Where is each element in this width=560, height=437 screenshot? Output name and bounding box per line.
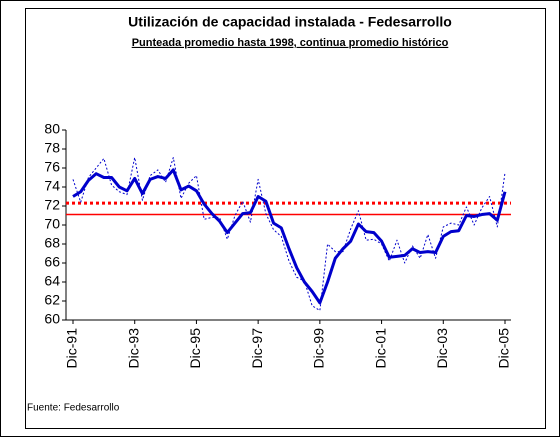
y-tick-label: 78 bbox=[44, 140, 60, 156]
y-tick-label: 68 bbox=[44, 235, 60, 251]
chart-frame bbox=[25, 8, 546, 429]
chart-title: Utilización de capacidad instalada - Fed… bbox=[128, 14, 452, 30]
chart-subtitle: Punteada promedio hasta 1998, continua p… bbox=[132, 37, 449, 49]
x-tick-label: Dic-01 bbox=[372, 328, 388, 369]
y-tick-label: 74 bbox=[44, 178, 60, 194]
x-tick-label: Dic-91 bbox=[64, 328, 80, 369]
x-tick-label: Dic-95 bbox=[187, 328, 203, 369]
y-tick-label: 60 bbox=[44, 311, 60, 327]
x-tick-label: Dic-93 bbox=[125, 328, 141, 369]
x-tick-label: Dic-99 bbox=[311, 328, 327, 369]
y-tick-label: 66 bbox=[44, 254, 60, 270]
source-note: Fuente: Fedesarrollo bbox=[27, 403, 120, 414]
y-tick-label: 76 bbox=[44, 159, 60, 175]
y-tick-label: 62 bbox=[44, 292, 60, 308]
y-tick-label: 64 bbox=[44, 273, 60, 289]
x-tick-label: Dic-05 bbox=[496, 328, 512, 369]
x-tick-label: Dic-03 bbox=[434, 328, 450, 369]
y-tick-label: 80 bbox=[44, 121, 60, 137]
x-tick-label: Dic-97 bbox=[249, 328, 265, 369]
y-tick-label: 72 bbox=[44, 197, 60, 213]
series-line bbox=[72, 168, 507, 305]
series-line bbox=[72, 157, 506, 311]
y-tick-label: 70 bbox=[44, 216, 60, 232]
